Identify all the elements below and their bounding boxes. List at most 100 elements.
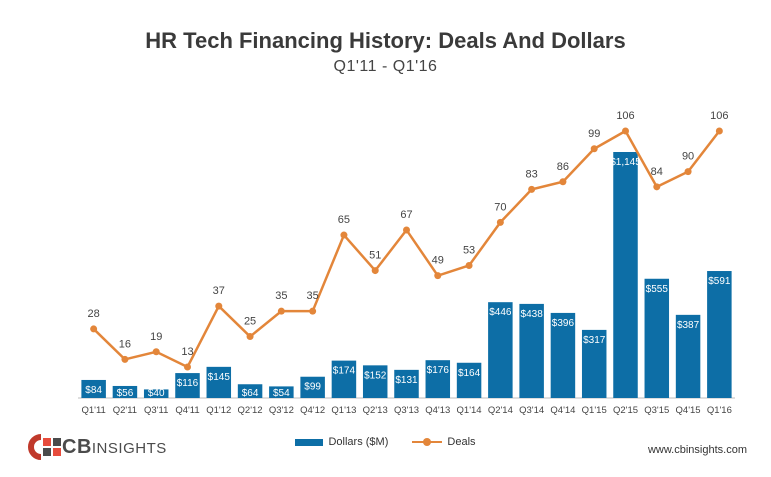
deals-point [434,272,442,280]
deals-value-label: 16 [119,338,131,350]
bar-value-label: $176 [427,365,450,376]
bar-dollars [613,152,638,398]
bar-dollars [81,379,106,398]
x-tick-label: Q2'15 [613,405,638,416]
website-url: www.cbinsights.com [647,444,747,456]
bar-dollars [143,389,169,398]
legend-bar-swatch [295,438,324,446]
bar-dollars [362,365,388,398]
deals-point [496,218,504,226]
bar-value-label: $387 [677,320,700,331]
x-tick-label: Q3'14 [519,405,544,416]
bar-value-label: $99 [304,382,321,393]
deals-value-label: 13 [181,346,193,358]
logo-text: CBINSIGHTS [62,436,167,459]
bar-value-label: $591 [708,276,731,287]
deals-point [184,363,191,371]
x-tick-label: Q1'11 [81,405,105,416]
x-tick-label: Q4'13 [425,405,450,416]
bar-value-label: $317 [583,335,606,346]
deals-point [90,325,98,333]
deals-value-label: 67 [400,209,412,221]
x-tick-label: Q3'12 [269,405,294,416]
logo-text-thin: INSIGHTS [91,439,167,457]
bar-value-label: $174 [333,366,356,377]
bar-value-label: $164 [458,368,481,379]
deals-value-label: 70 [494,201,506,213]
deals-value-label: 65 [338,214,350,226]
deals-value-label: 35 [275,290,287,302]
bar-dollars [269,386,294,398]
bar-dollars [300,376,325,398]
deals-value-label: 84 [651,166,663,178]
deals-point [371,267,379,275]
deals-point [465,261,473,269]
bar-value-label: $396 [552,318,575,329]
cb-logo-icon [28,434,61,460]
deals-value-label: 51 [369,250,381,262]
deals-value-label: 19 [150,331,162,343]
x-tick-label: Q2'13 [363,405,388,416]
x-tick-label: Q1'14 [457,405,482,416]
x-tick-label: Q4'12 [300,405,325,416]
deals-point [403,226,410,234]
bar-dollars [456,362,482,398]
x-tick-label: Q1'12 [206,405,231,416]
bar-value-label: $446 [489,307,512,318]
x-tick-label: Q1'15 [582,405,607,416]
bar-value-label: $64 [242,388,259,399]
x-tick-label: Q2'12 [238,405,263,416]
deals-value-label: 86 [557,161,569,173]
x-tick-label: Q4'11 [175,405,199,416]
bar-dollars [707,271,732,398]
deals-value-label: 99 [588,128,600,140]
x-tick-label: Q2'14 [488,405,513,416]
deals-point [309,307,317,315]
deals-value-label: 106 [710,110,728,122]
deals-point [215,302,223,310]
x-tick-label: Q3'13 [394,405,419,416]
bar-value-label: $40 [148,388,165,399]
bar-value-label: $131 [395,375,418,386]
deals-point [246,333,254,341]
bar-value-label: $54 [273,388,290,399]
bar-dollars [206,366,232,398]
legend-label-dollars: Dollars ($M) [328,436,389,448]
x-tick-label: Q3'11 [144,405,168,416]
x-tick-label: Q4'15 [676,405,701,416]
x-tick-label: Q3'15 [644,405,669,416]
deals-value-label: 49 [432,255,444,267]
deals-value-label: 37 [213,285,225,297]
x-tick-label: Q1'16 [707,405,732,416]
bar-value-label: $84 [85,385,102,396]
deals-point [528,185,536,193]
combo-chart: $84 $56 $40 $116 $145 $64 $54 $99 $174 $152 $131 $1… [78,110,735,416]
deals-point [590,145,598,153]
chart-legend: Dollars ($M) Deals [0,436,771,448]
legend-line-swatch [412,437,443,447]
x-tick-label: Q4'14 [550,405,575,416]
bar-dollars [675,314,701,398]
deals-value-label: 90 [682,151,694,163]
deals-value-label: 35 [307,290,319,302]
bar-value-label: $1,145 [610,157,641,168]
deals-value-label: 106 [616,110,634,122]
deals-point [715,127,723,135]
bar-dollars [519,303,544,398]
bar-dollars [237,384,263,398]
bar-dollars [394,369,419,398]
bar-value-label: $555 [646,284,669,295]
bar-dollars [175,373,200,398]
logo-text-bold: CB [62,435,92,458]
bar-dollars [488,302,513,398]
bar-dollars [581,329,607,398]
deals-point [121,355,129,363]
x-tick-label: Q1'13 [331,405,356,416]
bar-value-label: $438 [521,309,544,320]
deals-point [559,178,567,186]
chart-subtitle: Q1'11 - Q1'16 [333,58,438,75]
bar-value-label: $116 [177,378,199,389]
deals-value-label: 53 [463,244,475,256]
legend-item-deals: Deals [412,436,476,448]
bar-dollars [644,278,670,398]
